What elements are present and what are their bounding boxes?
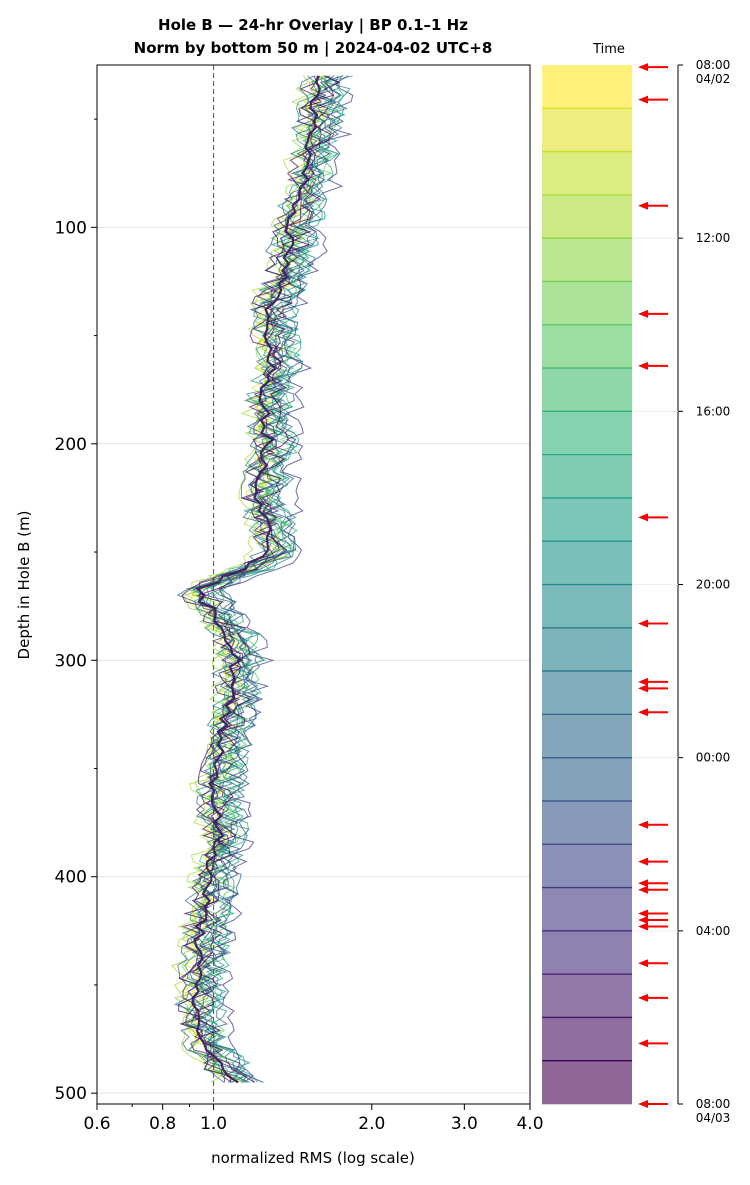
x-tick-label: 1.0 <box>200 1114 227 1134</box>
event-arrow-head <box>638 201 648 210</box>
chart-title-line2: Norm by bottom 50 m | 2024-04-02 UTC+8 <box>134 39 493 58</box>
x-axis: 0.6 0.8 1.0 2.0 3.0 4.0 <box>83 1104 544 1134</box>
colorbar-tick-label: 12:00 <box>696 231 731 245</box>
colorbar-band <box>542 281 632 326</box>
series-group <box>171 75 354 1084</box>
colorbar-band <box>542 368 632 412</box>
colorbar-band <box>542 497 632 542</box>
colorbar-tick-label: 08:00 <box>696 1097 731 1111</box>
x-axis-label: normalized RMS (log scale) <box>211 1149 415 1167</box>
colorbar-band <box>542 800 632 845</box>
grid-lines <box>97 226 530 1094</box>
colorbar-band <box>542 541 632 585</box>
event-arrow-head <box>638 993 648 1002</box>
colorbar-band <box>542 238 632 282</box>
colorbar-tick-label: 00:00 <box>696 751 731 765</box>
colorbar-band <box>542 65 632 109</box>
colorbar-band <box>542 108 632 152</box>
colorbar-band <box>542 974 632 1018</box>
x-tick-label: 4.0 <box>516 1114 543 1134</box>
event-arrow-head <box>638 922 648 931</box>
plot-frame <box>96 64 531 1105</box>
series-line <box>205 75 353 1083</box>
event-arrow-head <box>638 95 648 104</box>
colorbar-tick-date: 04/03 <box>696 1111 731 1125</box>
event-arrow-head <box>638 677 648 686</box>
y-tick-label: 100 <box>55 218 87 238</box>
colorbar <box>542 64 676 1105</box>
event-arrows <box>638 63 668 1108</box>
x-tick-label: 2.0 <box>358 1114 385 1134</box>
event-arrow-head <box>638 1100 648 1108</box>
y-axis: 100 200 300 400 500 <box>55 118 97 1104</box>
series-line <box>196 75 344 1083</box>
event-arrow-head <box>638 820 648 829</box>
colorbar-band <box>542 1017 632 1062</box>
colorbar-band <box>542 454 632 499</box>
x-tick-label: 0.8 <box>149 1114 176 1134</box>
event-arrow-head <box>638 916 648 925</box>
chart-title-line1: Hole B — 24-hr Overlay | BP 0.1–1 Hz <box>158 16 468 35</box>
colorbar-tick-label: 04:00 <box>696 924 731 938</box>
colorbar-band <box>542 411 632 455</box>
colorbar-band <box>542 194 632 239</box>
series-line <box>211 75 354 1083</box>
colorbar-band <box>542 671 632 715</box>
colorbar-band <box>542 1060 632 1105</box>
series-line <box>177 75 327 1083</box>
event-arrow-head <box>638 879 648 888</box>
colorbar-tick-date: 04/02 <box>696 72 731 86</box>
colorbar-band <box>542 930 632 975</box>
event-arrow-head <box>638 684 648 693</box>
event-arrow-head <box>638 857 648 866</box>
colorbar-band <box>542 627 632 672</box>
colorbar-tick-label: 20:00 <box>696 578 731 592</box>
colorbar-band <box>542 757 632 802</box>
colorbar-title: Time <box>592 42 625 57</box>
y-tick-label: 200 <box>55 435 87 455</box>
series-line <box>191 75 321 1084</box>
event-arrow-head <box>638 909 648 918</box>
colorbar-band <box>542 714 632 758</box>
event-arrow-head <box>638 361 648 370</box>
x-tick-label: 3.0 <box>451 1114 478 1134</box>
event-arrow-head <box>638 959 648 968</box>
colorbar-band <box>542 151 632 196</box>
series-line <box>177 75 323 1083</box>
colorbar-axis: 08:0004/0212:0016:0020:0000:0004:0008:00… <box>632 58 730 1125</box>
x-tick-label: 0.6 <box>83 1114 110 1134</box>
colorbar-band <box>542 887 632 932</box>
y-tick-label: 500 <box>55 1084 87 1104</box>
event-arrow-head <box>638 1039 648 1048</box>
colorbar-band <box>542 584 632 629</box>
series-line <box>200 75 349 1083</box>
colorbar-band <box>542 844 632 888</box>
y-tick-label: 400 <box>55 868 87 888</box>
event-arrow-head <box>638 885 648 894</box>
series-line <box>191 75 341 1083</box>
event-arrow-head <box>638 309 648 318</box>
event-arrow-head <box>638 513 648 522</box>
event-arrow-head <box>638 708 648 717</box>
y-tick-label: 300 <box>55 651 87 671</box>
colorbar-band <box>542 324 632 369</box>
event-arrow-head <box>638 619 648 628</box>
colorbar-tick-label: 08:00 <box>696 58 731 72</box>
colorbar-tick-label: 16:00 <box>696 404 731 418</box>
event-arrow-head <box>638 63 648 72</box>
y-axis-label: Depth in Hole B (m) <box>15 511 33 660</box>
